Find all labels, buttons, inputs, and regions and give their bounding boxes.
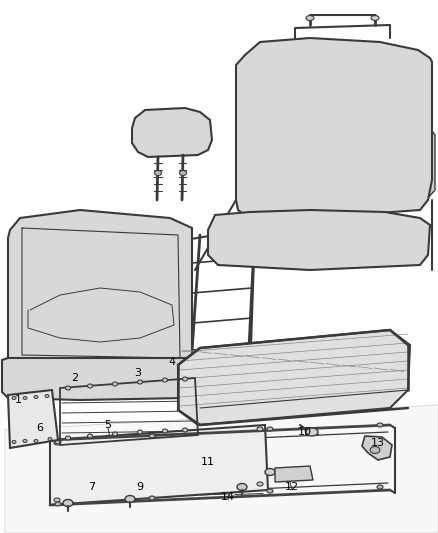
Text: 5: 5 [105, 420, 112, 430]
Ellipse shape [265, 469, 275, 475]
Polygon shape [5, 405, 438, 533]
Text: 3: 3 [134, 368, 141, 378]
Ellipse shape [34, 395, 38, 399]
Ellipse shape [12, 397, 16, 400]
Ellipse shape [55, 502, 61, 506]
Ellipse shape [45, 394, 49, 398]
Polygon shape [275, 466, 313, 482]
Text: 4: 4 [169, 357, 176, 367]
Text: 10: 10 [298, 427, 312, 437]
Ellipse shape [23, 440, 27, 442]
Text: 1: 1 [14, 395, 21, 405]
Ellipse shape [377, 423, 383, 427]
Ellipse shape [55, 440, 61, 444]
Ellipse shape [113, 382, 117, 386]
Ellipse shape [245, 372, 255, 378]
Polygon shape [132, 108, 212, 157]
Ellipse shape [162, 378, 167, 382]
Ellipse shape [306, 428, 318, 436]
Text: 11: 11 [201, 457, 215, 467]
Polygon shape [178, 330, 410, 425]
Ellipse shape [66, 386, 71, 390]
Ellipse shape [113, 432, 117, 436]
Polygon shape [2, 358, 195, 400]
Polygon shape [8, 390, 58, 448]
Polygon shape [362, 436, 392, 460]
Ellipse shape [66, 436, 71, 440]
Ellipse shape [306, 15, 314, 20]
Ellipse shape [54, 498, 60, 502]
Ellipse shape [187, 375, 197, 382]
Polygon shape [50, 425, 268, 505]
Ellipse shape [48, 438, 52, 440]
Ellipse shape [155, 171, 162, 175]
Ellipse shape [370, 447, 380, 454]
Ellipse shape [257, 427, 263, 431]
Text: 7: 7 [88, 482, 95, 492]
Text: 12: 12 [285, 482, 299, 492]
Polygon shape [8, 210, 192, 375]
Polygon shape [208, 210, 430, 270]
Ellipse shape [237, 483, 247, 490]
Ellipse shape [88, 434, 92, 438]
Text: 13: 13 [371, 438, 385, 448]
Ellipse shape [54, 441, 60, 445]
Text: 14: 14 [221, 492, 235, 502]
Ellipse shape [23, 397, 27, 400]
Ellipse shape [180, 171, 187, 175]
Ellipse shape [138, 380, 142, 384]
Text: 2: 2 [71, 373, 78, 383]
Ellipse shape [34, 440, 38, 442]
Text: 6: 6 [36, 423, 43, 433]
Polygon shape [185, 385, 198, 400]
Ellipse shape [257, 482, 263, 486]
Ellipse shape [88, 384, 92, 388]
Polygon shape [236, 38, 432, 218]
Ellipse shape [162, 429, 167, 433]
Polygon shape [418, 128, 435, 198]
Ellipse shape [138, 430, 142, 434]
Ellipse shape [149, 496, 155, 500]
Ellipse shape [267, 489, 273, 493]
Text: 9: 9 [137, 482, 144, 492]
Ellipse shape [183, 377, 187, 381]
Ellipse shape [377, 485, 383, 489]
Ellipse shape [125, 496, 135, 503]
Ellipse shape [183, 428, 187, 432]
Ellipse shape [63, 499, 73, 506]
Ellipse shape [267, 427, 273, 431]
Ellipse shape [149, 434, 155, 438]
Ellipse shape [371, 15, 379, 20]
Ellipse shape [12, 440, 16, 443]
